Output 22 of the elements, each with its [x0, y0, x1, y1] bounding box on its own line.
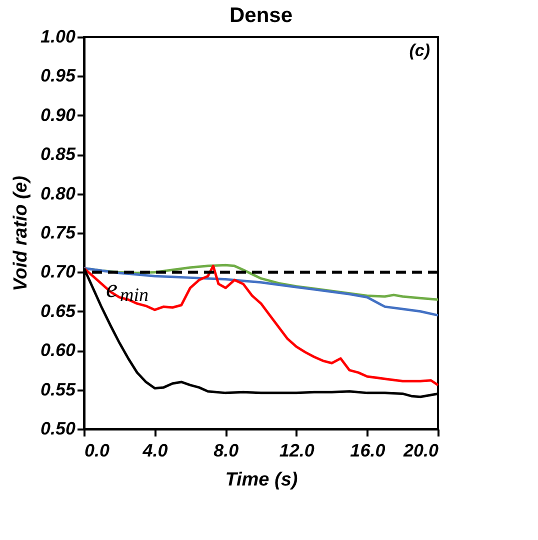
y-tick-label: 0.50: [40, 418, 76, 438]
y-tick-label: 0.65: [40, 300, 76, 321]
y-axis-title: Void ratio (e): [10, 176, 32, 292]
y-tick-label: 0.55: [40, 379, 76, 400]
y-tick-label: 0.95: [40, 66, 76, 86]
annotation: (c): [409, 41, 430, 60]
x-tick-label: 4.0: [142, 440, 168, 460]
x-tick-label: 0.0: [84, 440, 110, 460]
y-tick-label: 0.60: [40, 340, 76, 360]
x-tick-label: 20.0: [402, 440, 438, 460]
chart-title: Dense: [229, 4, 293, 27]
x-tick-label: 12.0: [279, 440, 314, 460]
x-axis-title: Time (s): [225, 470, 298, 490]
y-tick-label: 0.80: [40, 183, 76, 204]
x-tick-label: 16.0: [350, 440, 386, 460]
y-tick-label: 0.90: [40, 104, 76, 125]
x-tick-label: 8.0: [214, 440, 239, 460]
y-tick-label: 0.70: [40, 262, 76, 282]
y-tick-label: 1.00: [40, 26, 76, 46]
y-tick-label: 0.75: [40, 222, 76, 242]
y-tick-label: 0.85: [40, 144, 76, 164]
line-series: [82, 267, 440, 317]
